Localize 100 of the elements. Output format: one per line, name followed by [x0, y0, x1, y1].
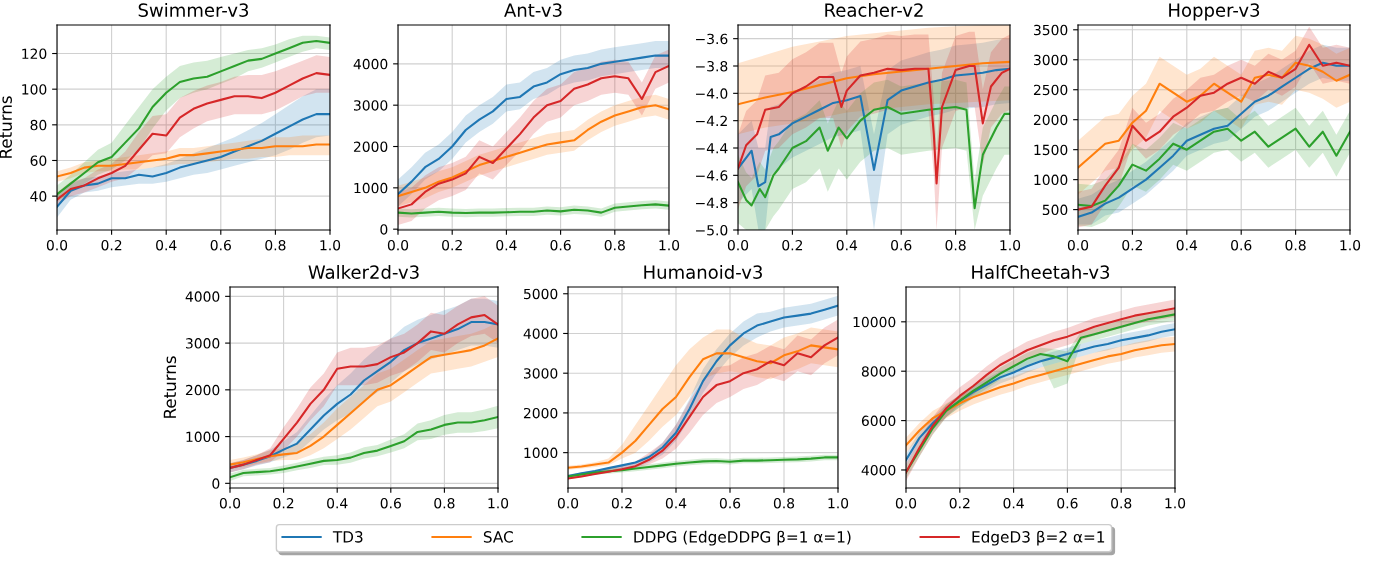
x-tick-label: 1.0 — [659, 239, 680, 251]
x-tick-label: 0.6 — [210, 239, 231, 251]
chart-title: Humanoid-v3 — [644, 264, 762, 279]
y-tick-label: 4000 — [523, 328, 558, 339]
y-tick-label: 60 — [30, 155, 47, 166]
x-tick-label: 0.8 — [1285, 239, 1306, 251]
x-tick-label: 0.0 — [46, 239, 68, 251]
y-tick-label: 4000 — [185, 291, 220, 302]
x-tick-label: 0.6 — [380, 497, 401, 509]
line-series — [738, 105, 1010, 210]
y-tick-label: −4.0 — [696, 88, 728, 99]
y-tick-label: 1000 — [524, 447, 558, 459]
x-tick-label: 0.0 — [1067, 239, 1089, 251]
x-tick-label: 0.2 — [782, 239, 803, 251]
y-tick-label: 2500 — [1033, 84, 1068, 96]
y-tick-label: 3000 — [353, 100, 388, 111]
legend-label: EdgeD3 β=2 α=1 — [972, 530, 1105, 546]
x-tick-label: 0.6 — [550, 239, 571, 251]
line-series — [230, 415, 498, 479]
chart-title: Walker2d-v3 — [308, 264, 419, 279]
y-tick-label: 2000 — [185, 384, 220, 396]
x-tick-label: 0.8 — [945, 239, 966, 251]
legend-label: DDPG (EdgeDDPG β=1 α=1) — [634, 530, 851, 546]
y-tick-label: 80 — [30, 119, 47, 131]
chart-title: Reacher-v2 — [825, 2, 923, 17]
x-tick-label: 1.0 — [1340, 239, 1361, 251]
y-tick-label: 2000 — [353, 141, 388, 152]
y-tick-label: 4000 — [353, 58, 388, 70]
y-tick-label: 3000 — [523, 368, 558, 379]
y-axis-title: Returns — [0, 96, 12, 158]
y-tick-label: 1500 — [1034, 144, 1068, 156]
x-tick-label: 0.2 — [442, 239, 462, 251]
y-tick-label: 1000 — [186, 431, 220, 443]
x-tick-label: 0.8 — [265, 239, 286, 251]
x-tick-label: 0.2 — [611, 497, 632, 509]
x-tick-label: 1.0 — [488, 497, 509, 509]
y-tick-label: 8000 — [861, 366, 896, 377]
y-tick-label: 6000 — [861, 415, 896, 427]
x-tick-label: 0.8 — [604, 239, 625, 251]
line-series — [1078, 127, 1350, 208]
x-tick-label: 0.4 — [1176, 239, 1198, 251]
line-series — [1078, 61, 1350, 169]
x-tick-label: 0.4 — [156, 239, 177, 251]
y-tick-label: −4.6 — [696, 170, 728, 181]
y-tick-label: −4.4 — [696, 143, 728, 154]
x-tick-label: 0.6 — [1231, 239, 1252, 251]
x-tick-label: 0.4 — [1003, 497, 1024, 509]
line-series — [57, 113, 330, 208]
legend-label: TD3 — [332, 531, 363, 543]
chart-title: HalfCheetah-v3 — [972, 264, 1110, 279]
legend-label: SAC — [483, 531, 513, 543]
y-tick-label: 500 — [1042, 204, 1068, 216]
y-tick-label: −4.2 — [696, 115, 727, 126]
y-tick-label: 3000 — [185, 338, 220, 349]
x-tick-label: 0.0 — [727, 239, 749, 251]
x-tick-label: 0.8 — [773, 497, 795, 509]
x-tick-label: 0.8 — [1111, 497, 1132, 509]
x-tick-label: 0.2 — [273, 497, 294, 509]
y-tick-label: 1000 — [354, 182, 388, 194]
y-tick-label: −3.8 — [696, 60, 728, 72]
x-tick-label: 0.4 — [836, 239, 858, 251]
x-tick-label: 0.6 — [1057, 497, 1078, 509]
y-tick-label: 40 — [30, 191, 47, 202]
line-series — [738, 60, 1010, 106]
y-tick-label: 0 — [380, 224, 388, 235]
x-tick-label: 0.0 — [557, 497, 579, 509]
y-tick-label: −4.8 — [696, 197, 728, 209]
y-tick-label: 5000 — [524, 288, 558, 300]
x-tick-label: 0.2 — [1122, 239, 1143, 251]
x-tick-label: 0.2 — [949, 497, 970, 509]
chart-title: Swimmer-v3 — [138, 2, 249, 17]
line-series — [57, 143, 330, 178]
x-tick-label: 0.4 — [496, 239, 517, 251]
x-tick-label: 0.6 — [719, 497, 741, 509]
y-tick-label: 1000 — [1034, 174, 1068, 186]
x-tick-label: 1.0 — [1165, 497, 1186, 509]
y-tick-label: 2000 — [523, 407, 558, 419]
y-tick-label: 100 — [22, 84, 47, 95]
chart-title: Ant-v3 — [504, 3, 562, 17]
y-tick-label: 0 — [212, 478, 220, 489]
chart-title: Hopper-v3 — [1169, 3, 1260, 21]
x-tick-label: 0.8 — [434, 497, 455, 509]
x-tick-label: 0.4 — [327, 497, 348, 509]
x-tick-label: 0.0 — [219, 497, 241, 509]
x-tick-label: 0.4 — [665, 497, 687, 509]
y-tick-label: 3500 — [1033, 24, 1068, 36]
x-tick-label: 0.6 — [891, 239, 912, 251]
y-tick-label: 4000 — [861, 464, 896, 476]
y-tick-label: 120 — [22, 48, 47, 59]
line-series — [398, 104, 669, 198]
line-series — [398, 64, 669, 210]
y-tick-label: 3000 — [1033, 54, 1068, 66]
x-tick-label: 0.2 — [101, 239, 122, 251]
x-tick-label: 0.0 — [387, 239, 409, 251]
y-tick-label: 10000 — [853, 316, 896, 328]
x-tick-label: 1.0 — [320, 239, 341, 251]
x-tick-label: 0.0 — [895, 497, 917, 509]
y-tick-label: −5.0 — [696, 224, 728, 236]
y-axis-title: Returns — [163, 356, 177, 418]
x-tick-label: 1.0 — [1000, 239, 1021, 251]
